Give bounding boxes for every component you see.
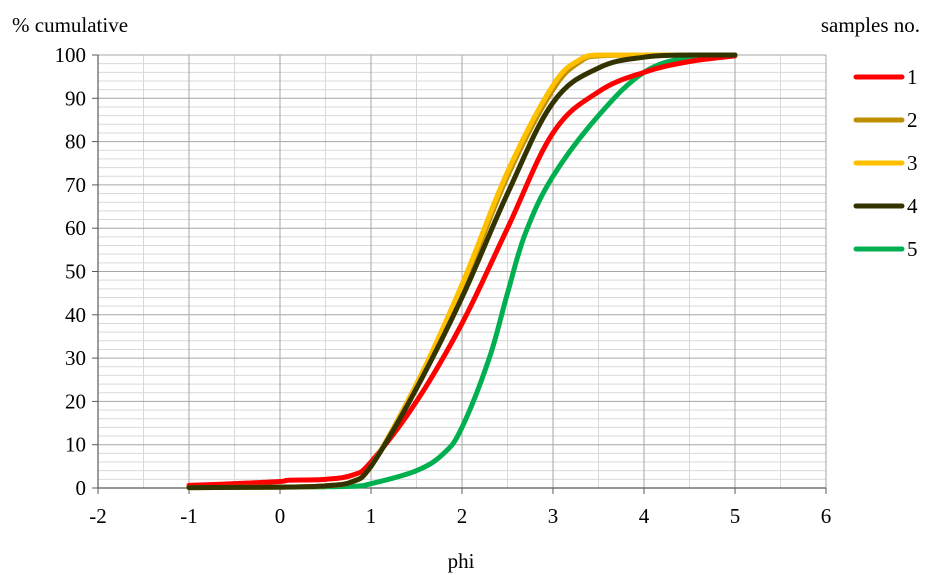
y-tick-label: 70 <box>65 173 86 197</box>
y-tick-label: 10 <box>65 433 86 457</box>
x-tick-label: 2 <box>457 504 468 528</box>
x-tick-label: 3 <box>548 504 559 528</box>
legend-title: samples no. <box>821 13 920 37</box>
x-tick-label: 5 <box>730 504 741 528</box>
series-layer <box>186 52 738 491</box>
x-tick-label: 0 <box>275 504 286 528</box>
legend-label-4: 4 <box>907 194 918 218</box>
series-line-1 <box>186 53 738 488</box>
x-axis-title: phi <box>448 549 475 573</box>
y-tick-label: 100 <box>55 43 87 67</box>
x-tick-label: 6 <box>821 504 832 528</box>
y-tick-label: 90 <box>65 86 86 110</box>
x-tick-label: -1 <box>180 504 198 528</box>
legend-label-2: 2 <box>907 108 918 132</box>
legend-label-3: 3 <box>907 151 918 175</box>
major-gridlines <box>98 54 827 488</box>
x-tick-label: 4 <box>639 504 650 528</box>
legend: 1 2 3 4 5 <box>853 65 918 261</box>
series-line-4 <box>186 52 738 491</box>
y-axis-title: % cumulative <box>12 13 128 37</box>
series-line-5 <box>186 52 738 491</box>
x-tick-label: 1 <box>366 504 377 528</box>
y-tick-label: 50 <box>65 260 86 284</box>
legend-label-1: 1 <box>907 65 918 89</box>
y-tick-label: 30 <box>65 346 86 370</box>
y-tick-label: 40 <box>65 303 86 327</box>
y-tick-label: 0 <box>76 476 87 500</box>
x-tick-label: -2 <box>89 504 107 528</box>
y-tick-label: 80 <box>65 130 86 154</box>
legend-label-5: 5 <box>907 237 918 261</box>
y-tick-label: 20 <box>65 389 86 413</box>
y-tick-label: 60 <box>65 216 86 240</box>
